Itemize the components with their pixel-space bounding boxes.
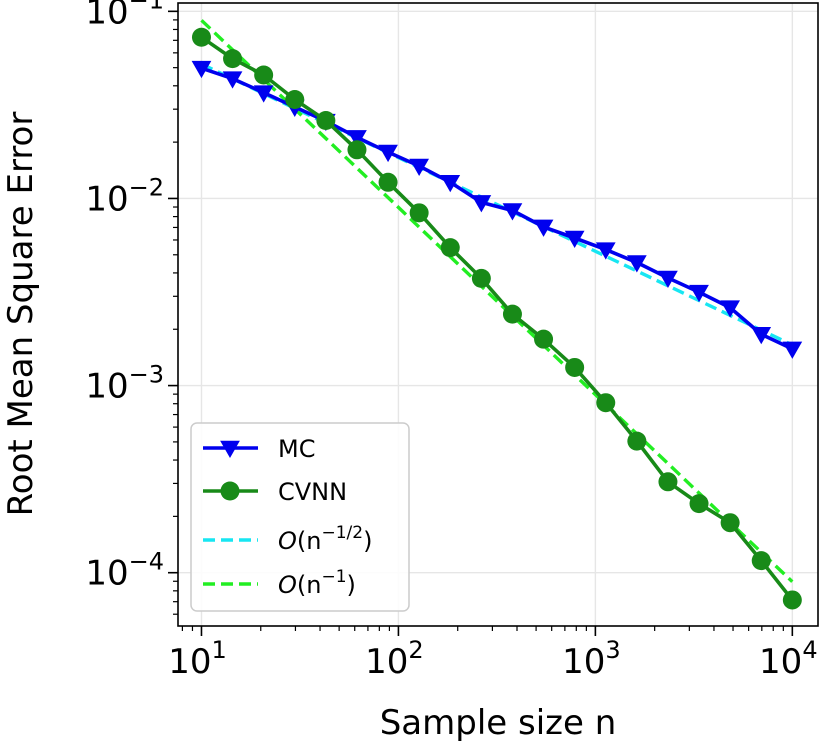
legend-item: O(n−1/2) (203, 523, 372, 555)
data-point (253, 85, 274, 103)
y-tick-label: 10−4 (85, 548, 164, 594)
data-point (782, 590, 802, 610)
data-point (223, 49, 243, 69)
data-point (254, 65, 274, 85)
y-tick-label: 10−3 (85, 361, 164, 407)
legend-label: O(n−1) (278, 567, 356, 599)
legend-label: MC (278, 435, 315, 463)
data-point (751, 551, 771, 571)
minor-ticks (173, 19, 784, 631)
x-tick-label: 103 (562, 636, 621, 682)
data-point (222, 71, 243, 89)
data-point (689, 284, 709, 303)
data-point (285, 89, 305, 109)
legend: MC CVNN O(n−1/2) O(n−1) (190, 422, 410, 612)
series-line (200, 19, 794, 583)
major-ticks (168, 10, 794, 636)
x-tick-labels: 101 102 103 104 (168, 636, 817, 682)
data-point (626, 255, 647, 273)
x-tick-label: 101 (168, 636, 227, 682)
data-point (440, 238, 460, 258)
legend-item: MC (203, 435, 315, 463)
legend-box (190, 422, 410, 612)
series-layer (191, 19, 803, 610)
plot-frame (177, 2, 819, 627)
data-point (565, 357, 585, 377)
series-o-n-1 (200, 19, 794, 583)
legend-item: O(n−1) (203, 567, 356, 599)
legend-item: CVNN (203, 478, 347, 506)
data-point (347, 140, 367, 160)
data-point (564, 230, 585, 248)
y-tick-label: 10−2 (85, 173, 164, 219)
data-point (378, 144, 398, 163)
x-tick-label: 104 (759, 636, 818, 682)
data-point (347, 130, 367, 148)
data-point (191, 60, 212, 79)
data-point (720, 513, 740, 533)
data-point (782, 341, 803, 359)
data-point (751, 327, 772, 345)
data-point (596, 393, 616, 413)
data-point (316, 110, 336, 130)
data-point (471, 195, 492, 213)
data-point (689, 494, 709, 514)
legend-marker (220, 440, 240, 459)
data-point (533, 219, 554, 237)
y-tick-labels: 10−1 10−2 10−3 10−4 (85, 0, 164, 594)
legend-label: CVNN (278, 478, 347, 506)
data-point (720, 300, 740, 318)
data-point (440, 175, 461, 193)
data-point (471, 268, 491, 288)
data-point (658, 270, 678, 288)
legend-marker (220, 481, 240, 501)
data-point (378, 172, 398, 192)
legend-label: O(n−1/2) (278, 523, 372, 555)
data-point (658, 472, 678, 492)
data-point (409, 203, 429, 223)
data-point (502, 304, 522, 324)
data-point (191, 27, 211, 47)
data-point (534, 329, 554, 349)
series-cvnn (191, 27, 802, 610)
data-point (502, 203, 523, 221)
x-axis-label: Sample size n (380, 703, 617, 743)
data-point (409, 158, 430, 177)
data-point (595, 242, 616, 260)
y-axis-label: Root Mean Square Error (1, 112, 41, 517)
y-tick-label: 10−1 (85, 0, 164, 32)
x-tick-label: 102 (365, 636, 424, 682)
data-point (627, 431, 647, 451)
